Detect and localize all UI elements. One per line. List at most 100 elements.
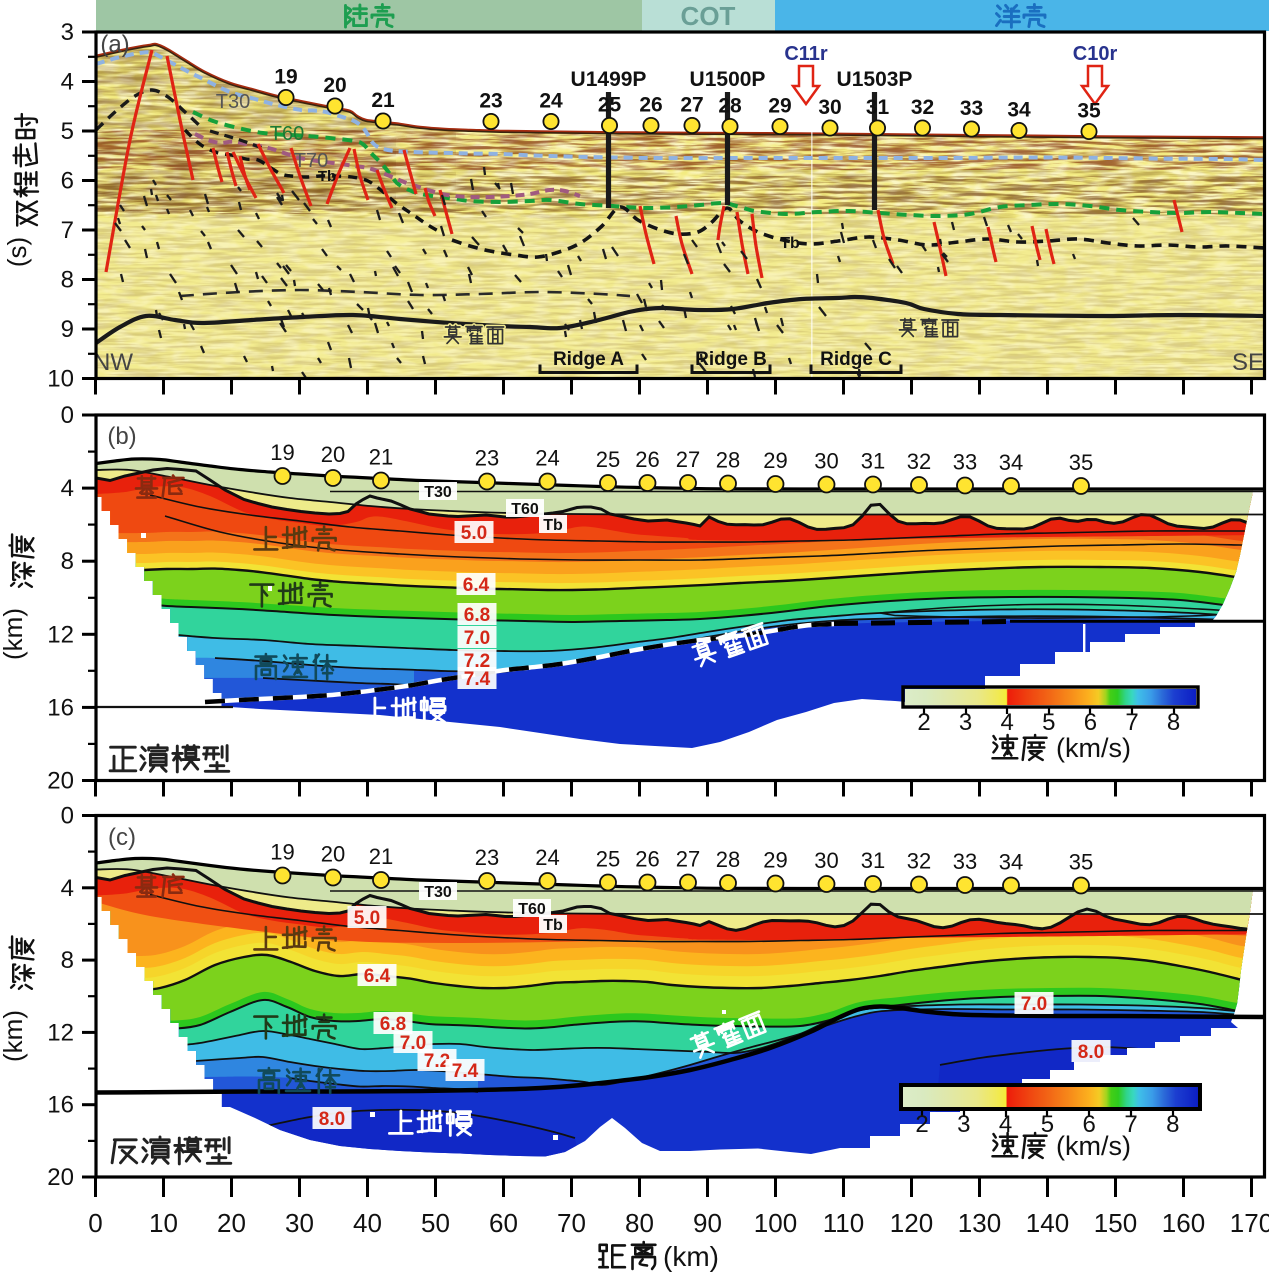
svg-text:8: 8 xyxy=(1167,709,1180,736)
svg-text:6: 6 xyxy=(1083,1111,1096,1138)
svg-text:29: 29 xyxy=(768,95,791,118)
svg-text:60: 60 xyxy=(489,1208,518,1238)
svg-text:25: 25 xyxy=(596,847,620,872)
svg-text:16: 16 xyxy=(47,694,74,721)
svg-text:24: 24 xyxy=(535,845,559,870)
svg-text:150: 150 xyxy=(1094,1208,1137,1238)
svg-text:32: 32 xyxy=(907,849,931,874)
svg-text:5.0: 5.0 xyxy=(354,908,380,929)
svg-text:(km): (km) xyxy=(0,1010,28,1062)
svg-text:20: 20 xyxy=(217,1208,246,1238)
svg-text:(km): (km) xyxy=(0,608,28,660)
svg-text:26: 26 xyxy=(635,847,659,872)
svg-text:8: 8 xyxy=(61,548,74,575)
svg-text:5: 5 xyxy=(1041,1111,1054,1138)
svg-text:35: 35 xyxy=(1069,850,1093,875)
svg-text:9: 9 xyxy=(61,316,74,343)
svg-text:(b): (b) xyxy=(107,423,136,450)
svg-text:(c): (c) xyxy=(108,824,136,851)
svg-text:6: 6 xyxy=(61,168,74,195)
svg-text:T30: T30 xyxy=(424,884,452,901)
svg-text:3: 3 xyxy=(61,19,74,46)
svg-text:(km): (km) xyxy=(663,1241,719,1272)
svg-text:2: 2 xyxy=(917,709,930,736)
svg-text:5: 5 xyxy=(61,118,74,145)
svg-text:7: 7 xyxy=(1124,1111,1137,1138)
svg-text:Tb: Tb xyxy=(543,917,563,934)
svg-text:31: 31 xyxy=(866,96,890,119)
svg-text:20: 20 xyxy=(47,768,74,795)
svg-text:4: 4 xyxy=(1001,709,1014,736)
svg-text:120: 120 xyxy=(890,1208,933,1238)
svg-text:5.0: 5.0 xyxy=(461,523,487,544)
svg-text:20: 20 xyxy=(321,442,345,467)
svg-text:NW: NW xyxy=(93,349,133,376)
svg-text:30: 30 xyxy=(818,96,841,119)
svg-text:170: 170 xyxy=(1230,1208,1269,1238)
svg-text:(a): (a) xyxy=(100,31,129,58)
svg-text:20: 20 xyxy=(321,842,345,867)
svg-text:32: 32 xyxy=(911,96,934,119)
svg-text:Ridge C: Ridge C xyxy=(820,349,892,370)
svg-text:29: 29 xyxy=(763,448,787,473)
svg-text:25: 25 xyxy=(598,94,622,117)
svg-text:7.2: 7.2 xyxy=(464,651,490,672)
svg-text:7.0: 7.0 xyxy=(400,1033,426,1054)
svg-text:31: 31 xyxy=(861,848,885,873)
svg-text:28: 28 xyxy=(716,847,740,872)
svg-text:COT: COT xyxy=(681,1,736,31)
svg-text:6.4: 6.4 xyxy=(364,966,391,987)
svg-text:10: 10 xyxy=(47,366,74,393)
svg-text:7.4: 7.4 xyxy=(452,1061,479,1082)
svg-text:130: 130 xyxy=(958,1208,1001,1238)
svg-text:26: 26 xyxy=(639,94,662,117)
svg-text:T60: T60 xyxy=(511,501,539,518)
svg-text:23: 23 xyxy=(475,845,499,870)
svg-text:8: 8 xyxy=(1166,1111,1179,1138)
svg-text:C10r: C10r xyxy=(1073,43,1118,65)
svg-text:19: 19 xyxy=(270,840,294,865)
svg-text:21: 21 xyxy=(371,89,395,112)
svg-text:4: 4 xyxy=(61,69,74,96)
svg-text:4: 4 xyxy=(61,875,74,902)
svg-text:6: 6 xyxy=(1084,709,1097,736)
svg-text:3: 3 xyxy=(957,1111,970,1138)
svg-text:T30: T30 xyxy=(216,91,250,113)
svg-text:SE: SE xyxy=(1232,349,1264,376)
svg-text:35: 35 xyxy=(1069,450,1093,475)
svg-text:6.4: 6.4 xyxy=(463,575,490,596)
svg-text:27: 27 xyxy=(680,94,703,117)
svg-text:28: 28 xyxy=(718,95,742,118)
svg-text:24: 24 xyxy=(535,446,559,471)
svg-text:0: 0 xyxy=(61,402,74,429)
svg-text:70: 70 xyxy=(557,1208,586,1238)
svg-text:19: 19 xyxy=(274,66,297,89)
svg-text:7.0: 7.0 xyxy=(464,628,490,649)
svg-text:20: 20 xyxy=(323,74,346,97)
svg-text:23: 23 xyxy=(475,446,499,471)
svg-text:28: 28 xyxy=(716,448,740,473)
svg-text:U1503P: U1503P xyxy=(837,68,913,91)
svg-text:7.2: 7.2 xyxy=(424,1051,450,1072)
svg-text:5: 5 xyxy=(1042,709,1055,736)
svg-text:T60: T60 xyxy=(518,901,546,918)
svg-text:Ridge A: Ridge A xyxy=(553,349,624,370)
svg-text:Ridge B: Ridge B xyxy=(695,349,767,370)
svg-text:7: 7 xyxy=(1125,709,1138,736)
svg-text:T60: T60 xyxy=(270,123,304,145)
svg-text:90: 90 xyxy=(693,1208,722,1238)
svg-text:21: 21 xyxy=(369,445,393,470)
svg-text:12: 12 xyxy=(47,1019,74,1046)
svg-text:29: 29 xyxy=(763,848,787,873)
svg-text:8.0: 8.0 xyxy=(1078,1042,1104,1063)
svg-text:35: 35 xyxy=(1077,100,1101,123)
svg-text:8: 8 xyxy=(61,267,74,294)
svg-text:34: 34 xyxy=(999,850,1023,875)
svg-text:T30: T30 xyxy=(424,484,452,501)
svg-text:160: 160 xyxy=(1162,1208,1205,1238)
svg-text:Tb: Tb xyxy=(318,168,336,185)
svg-text:140: 140 xyxy=(1026,1208,1069,1238)
svg-text:3: 3 xyxy=(959,709,972,736)
svg-text:7.4: 7.4 xyxy=(464,669,491,690)
svg-text:100: 100 xyxy=(754,1208,797,1238)
